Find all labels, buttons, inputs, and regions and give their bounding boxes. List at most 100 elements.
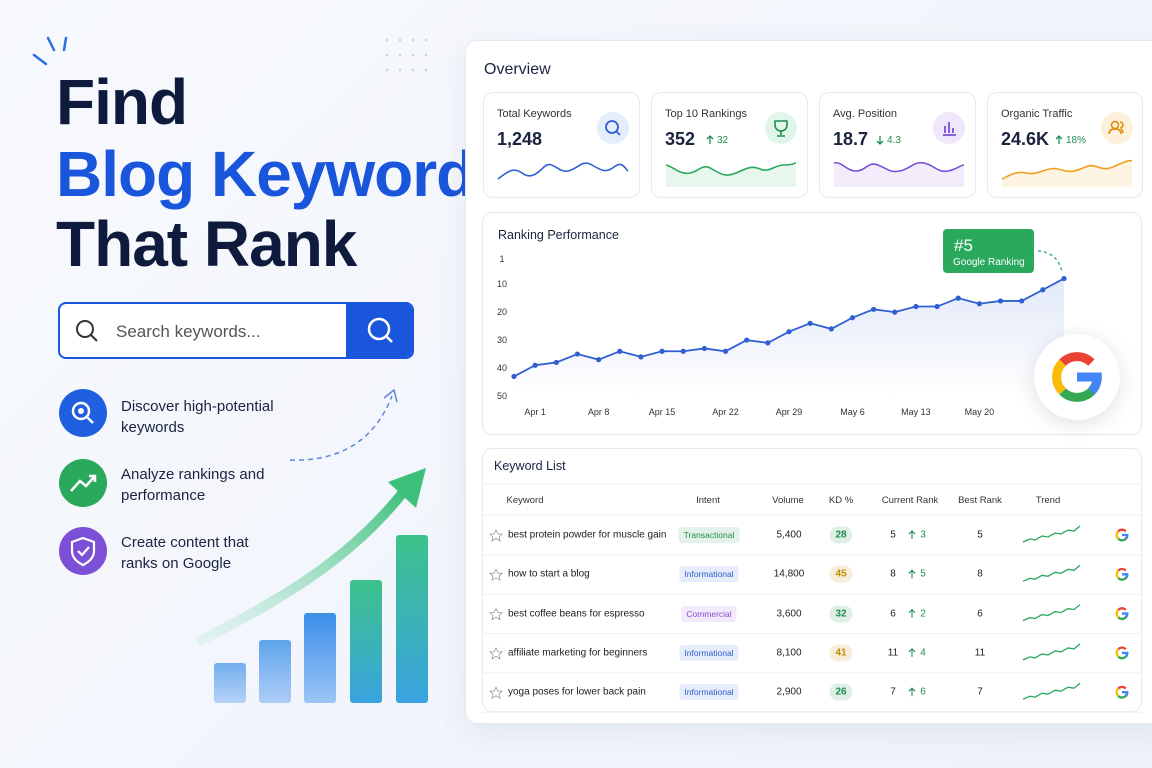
point: [786, 329, 792, 335]
point: [849, 315, 856, 321]
point: [744, 337, 750, 343]
search-button[interactable]: [346, 304, 412, 357]
stat-value: 352: [665, 129, 696, 149]
intent-badge: Transactional: [678, 527, 740, 543]
search-button-icon: [367, 317, 393, 343]
star-icon: [489, 686, 503, 700]
up-arrow: [908, 569, 916, 579]
rank-change: 2: [920, 608, 926, 620]
intent-badge: Informational: [679, 566, 739, 583]
google-icon: [1115, 567, 1129, 581]
point: [1040, 287, 1046, 293]
chart-title: Ranking Performance: [498, 228, 619, 242]
x-tick-label: May 20: [965, 407, 995, 417]
kd-badge: 32: [829, 605, 853, 623]
trend-sparkline: [1022, 643, 1081, 661]
hero-art: [32, 36, 428, 703]
keyword: how to start a blog: [508, 568, 590, 580]
search-icon: [76, 320, 98, 342]
x-tick-label: Apr 1: [524, 407, 546, 417]
point: [701, 345, 707, 352]
up-arrow: [1055, 135, 1063, 144]
point: [765, 340, 771, 346]
best-rank: 6: [977, 608, 983, 620]
point: [955, 295, 961, 301]
up-arrow: [908, 608, 916, 618]
stat-card: Top 10 Rankings 352 32: [651, 92, 808, 198]
stat-change: 18%: [1066, 135, 1087, 146]
point: [1061, 275, 1067, 282]
y-tick-label: 40: [497, 363, 507, 373]
volume: 5,400: [776, 529, 802, 541]
trend-sparkline: [1022, 604, 1081, 622]
x-tick-label: May 13: [901, 407, 931, 417]
stat-change: 32: [717, 135, 729, 146]
keyword: best coffee beans for espresso: [508, 608, 645, 620]
best-rank: 5: [977, 529, 983, 541]
sparkline: [1001, 159, 1133, 187]
point: [807, 320, 813, 326]
volume: 14,800: [773, 568, 805, 580]
point: [828, 326, 834, 332]
stat-card: Organic Traffic 24.6K 18%: [987, 92, 1143, 198]
intent-badge: Informational: [679, 684, 739, 701]
point: [871, 306, 877, 312]
star-icon: [489, 529, 503, 542]
point: [596, 357, 602, 363]
search-box[interactable]: Search keywords...: [58, 302, 414, 359]
stat-change: 4.3: [887, 135, 901, 146]
star-icon: [489, 607, 503, 621]
point: [976, 301, 982, 307]
stat-value: 18.7: [833, 129, 869, 149]
volume: 3,600: [776, 608, 802, 620]
google-icon: [1115, 646, 1129, 660]
google-icon: [1115, 685, 1129, 699]
sparkline: [665, 162, 797, 187]
up-arrow: [908, 687, 916, 697]
kd-badge: 28: [829, 526, 853, 544]
keyword-card: [482, 448, 1142, 712]
rank-change: 5: [920, 568, 926, 580]
kd-badge: 41: [829, 644, 853, 662]
stat-label: Top 10 Rankings: [665, 108, 747, 120]
annotation-badge: [943, 229, 1034, 273]
stat-card: Avg. Position 18.7 4.3: [819, 92, 976, 198]
trend-sparkline: [1022, 682, 1081, 700]
x-tick-label: Apr 22: [712, 407, 739, 417]
point: [1019, 298, 1025, 304]
stat-label: Avg. Position: [833, 108, 898, 120]
trend-sparkline: [1022, 564, 1081, 582]
intent-badge: Informational: [679, 644, 739, 661]
point: [892, 309, 898, 315]
point: [722, 348, 729, 354]
column-header: Best Rank: [958, 495, 1002, 506]
star-icon: [489, 568, 503, 582]
keyword: affiliate marketing for beginners: [508, 647, 648, 659]
point: [913, 303, 919, 310]
current-rank: 11: [887, 647, 899, 659]
sparkline: [833, 161, 965, 187]
point: [553, 359, 559, 366]
point: [680, 348, 686, 354]
stat-label: Total Keywords: [497, 108, 572, 120]
keyword-list-title: Keyword List: [494, 459, 566, 473]
annotation-arrow: [1037, 250, 1063, 273]
y-tick-label: 20: [497, 307, 507, 317]
stat-icon: [597, 112, 629, 144]
search-placeholder: Search keywords...: [116, 322, 261, 341]
point: [659, 348, 665, 354]
best-rank: 8: [977, 568, 983, 580]
google-icon: [1115, 528, 1129, 542]
keyword: yoga poses for lower back pain: [508, 686, 646, 698]
point: [532, 362, 538, 368]
hero-title: That Rank: [56, 208, 357, 280]
feature-text: Analyze rankings and performance: [121, 466, 265, 504]
sparkline: [497, 162, 629, 180]
current-rank: 5: [890, 529, 896, 541]
stat-value: 1,248: [497, 129, 543, 149]
point: [617, 348, 623, 354]
stat-card: Total Keywords 1,248: [483, 92, 640, 198]
stat-value: 24.6K: [1001, 129, 1050, 149]
